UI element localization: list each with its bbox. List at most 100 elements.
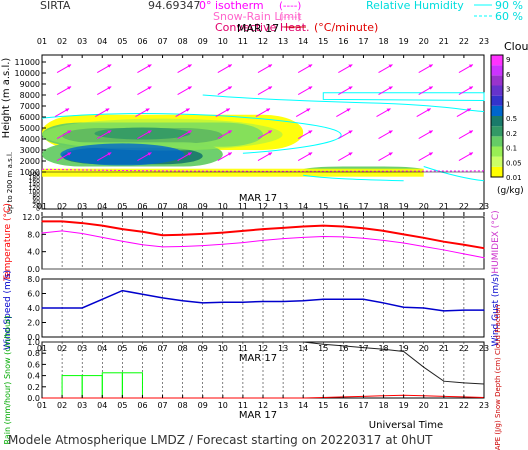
rh-contour: [41, 113, 342, 154]
x-tick-label: 20: [419, 401, 429, 410]
cloud-bottom-tick-label: 13: [278, 202, 288, 211]
y-tick-label: 4.0: [27, 248, 40, 257]
forecast-title: Modele Atmospherique LMDZ / Forecast sta…: [8, 433, 433, 447]
low-height-tick-label: 0: [36, 206, 40, 213]
colorbar-swatch: [491, 146, 503, 157]
precip-top-hour-label: 15: [318, 344, 328, 353]
data-point: [41, 307, 43, 309]
colorbar-swatch: [491, 126, 503, 137]
data-point: [302, 300, 304, 302]
cloud-bottom-tick-label: 06: [137, 202, 147, 211]
top-hour-label: 22: [459, 37, 469, 46]
temperature-panel: 12.0 8.0 4.0 0.0: [22, 213, 485, 274]
top-hour-label: 18: [378, 37, 388, 46]
precip-date-label: MAR 17: [239, 353, 277, 364]
cloud-bottom-tick-label: 15: [318, 202, 328, 211]
cloud-date-label: MAR 17: [237, 22, 279, 35]
colorbar-label: 9: [506, 56, 510, 64]
low-height-tick-label: 140: [29, 182, 41, 189]
data-point: [382, 348, 385, 350]
y-tick-label: 0.8: [27, 349, 40, 358]
top-hour-label: 19: [399, 37, 409, 46]
y-tick-label: 6.0: [27, 290, 40, 299]
cape-axis-title: CAPE (J/g) Snow Depth (cm) Cloud Fractio…: [494, 305, 502, 450]
bottom-date-label: MAR 17: [239, 410, 277, 421]
wind-arrowhead: [388, 130, 393, 134]
height-tick-label: 4000: [20, 135, 40, 144]
data-point: [242, 241, 244, 244]
wind-arrowhead: [308, 86, 313, 90]
x-tick-label: 14: [298, 401, 308, 410]
station-label: SIRTA: [40, 0, 71, 12]
top-hour-label: 10: [218, 37, 228, 46]
wind-arrowhead: [185, 108, 190, 112]
precip-top-hour-label: 04: [97, 344, 107, 353]
low-height-tick-label: 60: [32, 196, 40, 203]
height-tick-label: 6000: [20, 113, 40, 122]
wind-arrowhead: [428, 64, 433, 68]
wind-arrowhead: [426, 108, 431, 112]
height-tick-label: 11000: [15, 58, 40, 67]
top-hour-label: 07: [157, 37, 167, 46]
top-hour-label: 11: [238, 37, 248, 46]
data-point: [262, 228, 264, 230]
colorbar-swatch: [491, 95, 503, 106]
cloud-core: [60, 143, 185, 166]
colorbar-swatch: [491, 55, 503, 66]
precip-top-hour-label: 01: [37, 344, 47, 353]
wind-arrowhead: [187, 152, 192, 156]
cloud-bottom-tick-label: 01: [37, 202, 47, 211]
colorbar-swatch: [491, 166, 503, 177]
data-point: [182, 234, 184, 236]
height-tick-label: 7000: [20, 102, 40, 111]
cloud-bottom-tick-label: 11: [238, 202, 248, 211]
colorbar-frame: [490, 54, 504, 178]
precip-top-hour-label: 09: [198, 344, 208, 353]
wind-panel: 8.0 6.0 4.0 2.0 0.0: [27, 275, 485, 342]
data-point: [81, 307, 83, 309]
data-point: [483, 383, 485, 385]
precip-top-hour-label: 21: [439, 344, 449, 353]
low-height-tick-label: 20: [32, 203, 40, 210]
data-point: [403, 233, 405, 235]
colorbar-label: 0.05: [506, 159, 522, 167]
data-point: [242, 301, 244, 303]
colorbar-label: 0.2: [506, 130, 517, 138]
mid-date-label: MAR 17: [239, 193, 277, 204]
rh-contour-low: [423, 166, 485, 182]
precip-top-hour-label: 20: [419, 344, 429, 353]
wind-arrowhead: [468, 152, 473, 156]
wind-arrowhead: [225, 108, 230, 112]
cloud-bottom-tick-label: 02: [57, 202, 67, 211]
colorbar-label: 3: [506, 86, 510, 94]
wind-arrowhead: [428, 130, 433, 134]
y-tick-label: 0.4: [27, 372, 40, 381]
wind-arrowhead: [107, 64, 112, 68]
precip-top-hour-label: 23: [479, 344, 489, 353]
low-height-tick-label: 180: [29, 175, 41, 182]
cloud-bottom-tick-label: 18: [378, 202, 388, 211]
wind-arrowhead: [227, 152, 232, 156]
top-hour-label: 21: [439, 37, 449, 46]
x-tick-label: 06: [137, 401, 147, 410]
colorbar-label: 0.01: [506, 174, 522, 182]
cloud-colorbar: 9 6 3 1 0.5 0.2 0.1 0.05 0.01: [490, 54, 522, 182]
data-point: [202, 341, 204, 343]
precip-top-hour-label: 07: [157, 344, 167, 353]
height-tick-label: 8000: [20, 91, 40, 100]
wind-arrowhead: [308, 130, 313, 134]
data-point: [443, 380, 445, 382]
wind-arrowhead: [67, 152, 72, 156]
data-point: [141, 341, 144, 343]
wind-arrowhead: [147, 130, 152, 134]
legend-convective: Convective Heat.: [215, 21, 309, 34]
data-point: [61, 230, 63, 232]
data-point: [81, 232, 83, 235]
x-tick-label: 03: [77, 401, 87, 410]
data-point: [262, 239, 264, 241]
data-point: [182, 341, 184, 343]
low-height-tick-label: 160: [29, 178, 41, 185]
x-tick-label: 02: [57, 401, 67, 410]
data-point: [41, 220, 43, 222]
wind-arrowhead: [67, 86, 72, 90]
